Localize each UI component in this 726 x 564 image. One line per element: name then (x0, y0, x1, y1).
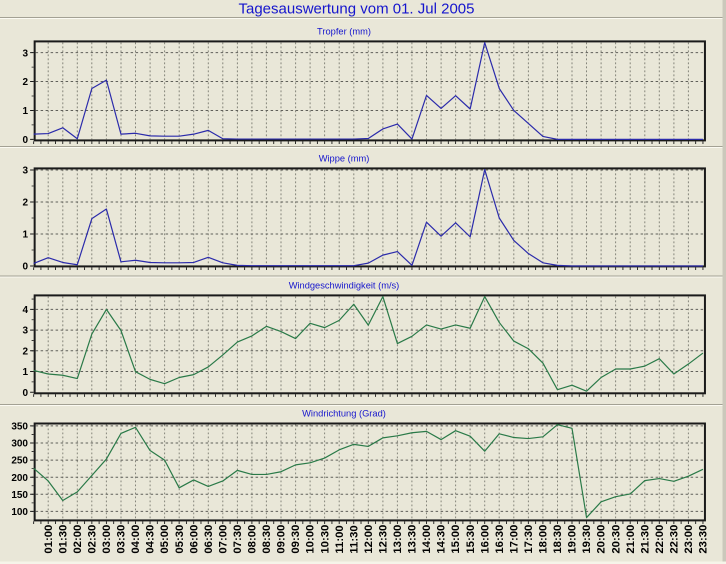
svg-text:150: 150 (11, 490, 28, 501)
svg-text:05:30: 05:30 (174, 525, 186, 554)
svg-text:2: 2 (22, 77, 28, 88)
svg-text:10:30: 10:30 (319, 525, 331, 554)
svg-text:01:00: 01:00 (43, 525, 55, 554)
svg-text:07:00: 07:00 (217, 525, 229, 554)
svg-text:13:30: 13:30 (407, 525, 419, 554)
svg-text:03:00: 03:00 (101, 525, 113, 554)
svg-text:100: 100 (11, 507, 28, 518)
svg-text:18:30: 18:30 (552, 525, 564, 554)
svg-text:1: 1 (22, 230, 28, 241)
svg-text:13:00: 13:00 (392, 525, 404, 554)
svg-text:20:30: 20:30 (610, 525, 622, 554)
svg-text:06:30: 06:30 (203, 525, 215, 554)
svg-text:09:00: 09:00 (276, 525, 288, 554)
svg-text:01:30: 01:30 (57, 525, 69, 554)
svg-text:11:00: 11:00 (334, 525, 346, 553)
svg-text:03:30: 03:30 (116, 525, 128, 554)
svg-text:19:30: 19:30 (581, 525, 593, 554)
svg-text:22:30: 22:30 (668, 525, 680, 554)
svg-text:3: 3 (22, 166, 28, 177)
svg-text:0: 0 (22, 262, 28, 273)
svg-text:19:00: 19:00 (567, 525, 579, 554)
svg-text:2: 2 (22, 198, 28, 209)
svg-text:18:00: 18:00 (538, 525, 550, 554)
svg-text:4: 4 (22, 305, 28, 316)
svg-text:15:30: 15:30 (465, 525, 477, 554)
svg-text:Windgeschwindigkeit (m/s): Windgeschwindigkeit (m/s) (289, 280, 400, 290)
svg-text:250: 250 (11, 456, 28, 467)
svg-text:0: 0 (22, 388, 28, 399)
svg-text:14:00: 14:00 (421, 525, 433, 554)
svg-text:200: 200 (11, 473, 28, 484)
svg-text:23:30: 23:30 (698, 525, 710, 554)
svg-text:04:00: 04:00 (130, 525, 142, 554)
svg-text:300: 300 (11, 439, 28, 450)
svg-text:3: 3 (22, 48, 28, 59)
svg-text:08:00: 08:00 (247, 525, 259, 554)
svg-text:08:30: 08:30 (261, 525, 273, 554)
svg-text:23:00: 23:00 (683, 525, 695, 554)
svg-text:12:30: 12:30 (377, 525, 389, 554)
svg-text:12:00: 12:00 (363, 525, 375, 554)
svg-text:20:00: 20:00 (596, 525, 608, 554)
svg-text:3: 3 (22, 326, 28, 337)
svg-text:21:30: 21:30 (639, 525, 651, 554)
svg-text:350: 350 (11, 422, 28, 433)
svg-text:1: 1 (22, 367, 28, 378)
svg-text:14:30: 14:30 (436, 525, 448, 554)
svg-text:0: 0 (22, 135, 28, 146)
svg-text:17:00: 17:00 (508, 525, 520, 554)
svg-text:15:00: 15:00 (450, 525, 462, 554)
svg-text:Wippe (mm): Wippe (mm) (319, 153, 370, 163)
svg-text:02:00: 02:00 (72, 525, 84, 554)
svg-text:17:30: 17:30 (523, 525, 535, 554)
svg-text:02:30: 02:30 (86, 525, 98, 554)
svg-text:04:30: 04:30 (145, 525, 157, 554)
svg-text:16:00: 16:00 (479, 525, 491, 554)
svg-text:09:30: 09:30 (290, 525, 302, 554)
svg-text:Windrichtung (Grad): Windrichtung (Grad) (302, 408, 386, 418)
svg-text:07:30: 07:30 (232, 525, 244, 554)
svg-text:16:30: 16:30 (494, 525, 506, 554)
svg-text:11:30: 11:30 (348, 525, 360, 553)
svg-text:Tropfer (mm): Tropfer (mm) (317, 26, 371, 36)
svg-text:Tagesauswertung vom 01. Jul 20: Tagesauswertung vom 01. Jul 2005 (239, 0, 475, 17)
svg-text:06:00: 06:00 (188, 525, 200, 554)
svg-text:21:00: 21:00 (625, 525, 637, 554)
svg-text:2: 2 (22, 346, 28, 357)
svg-text:1: 1 (22, 106, 28, 117)
svg-text:10:00: 10:00 (305, 525, 317, 554)
svg-text:22:00: 22:00 (654, 525, 666, 554)
svg-text:05:00: 05:00 (159, 525, 171, 554)
